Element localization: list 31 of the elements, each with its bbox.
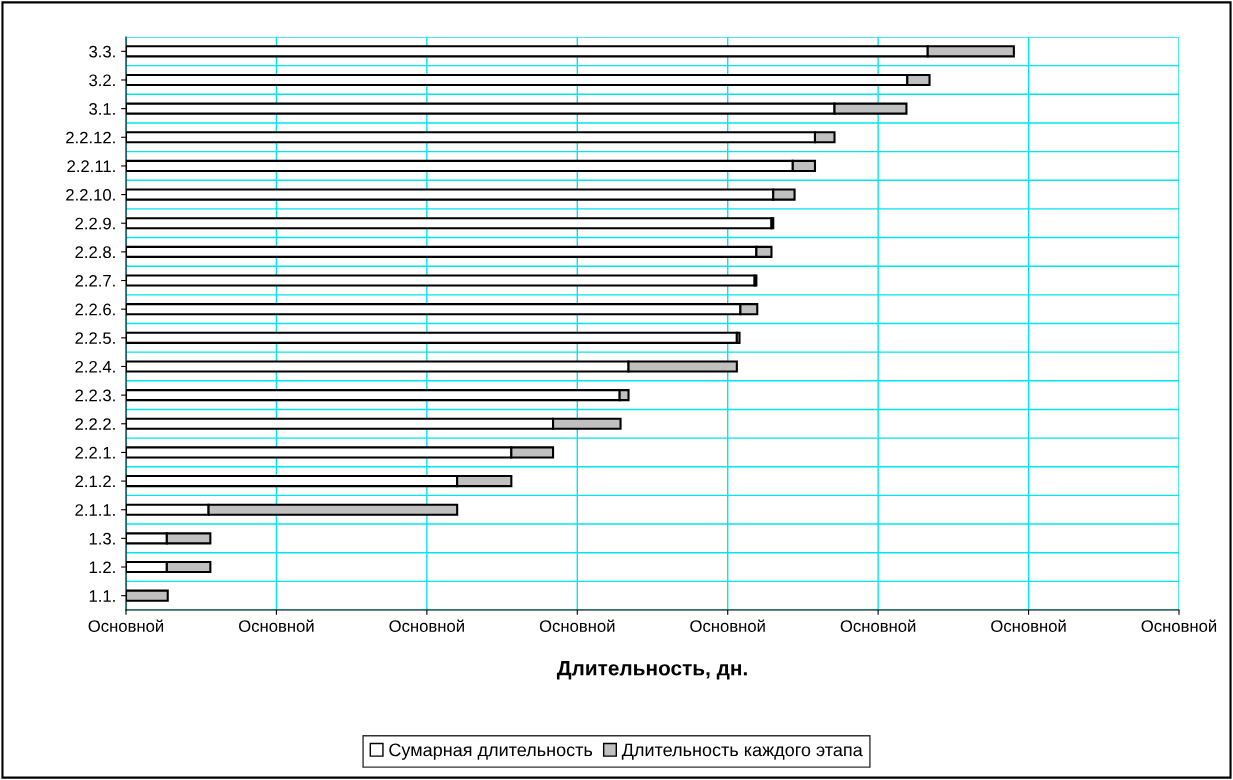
text: Основной (539, 619, 615, 632)
y-tick-label: 2.1.2. (75, 475, 115, 488)
text: Основной (1141, 619, 1217, 632)
x-axis-title: Длительность, дн. (556, 661, 747, 680)
y-tick-label: 3.3. (89, 45, 115, 58)
y-tick-label: 2.2.4. (75, 360, 115, 373)
y-tick-label: 2.2.11. (67, 160, 115, 172)
y-tick-label: 2.2.5. (75, 332, 115, 345)
y-tick-label: 2.2.1. (75, 446, 115, 459)
y-tick-label: 2.2.12. (66, 131, 115, 144)
y-tick-label: 2.2.2. (75, 418, 115, 430)
y-tick-label: 2.2.6. (75, 303, 115, 316)
y-tick-label: 3.2. (89, 74, 115, 87)
text: Основной (991, 619, 1066, 632)
y-tick-label: 2.2.8. (75, 246, 115, 259)
text: Основной (690, 619, 765, 632)
y-tick-label: 2.2.7. (75, 274, 115, 287)
y-tick-label: 1.2. (89, 561, 115, 574)
y-tick-label: 3.1. (89, 103, 115, 115)
text: Основной (239, 619, 314, 632)
y-tick-label: 2.2.3. (75, 389, 115, 402)
legend-label: Длительность каждого этапа (621, 743, 863, 760)
text: Основной (389, 619, 464, 632)
y-tick-label: 1.3. (89, 532, 115, 545)
y-tick-label: 2.2.10. (66, 188, 115, 201)
text: Основной (840, 619, 916, 632)
legend-label: Сумарная длительность (389, 743, 593, 760)
y-tick-label: 1.1. (89, 590, 115, 602)
y-tick-label: 2.2.9. (75, 217, 115, 230)
text: Основной (88, 619, 164, 632)
y-tick-label: 2.1.1. (75, 504, 115, 516)
